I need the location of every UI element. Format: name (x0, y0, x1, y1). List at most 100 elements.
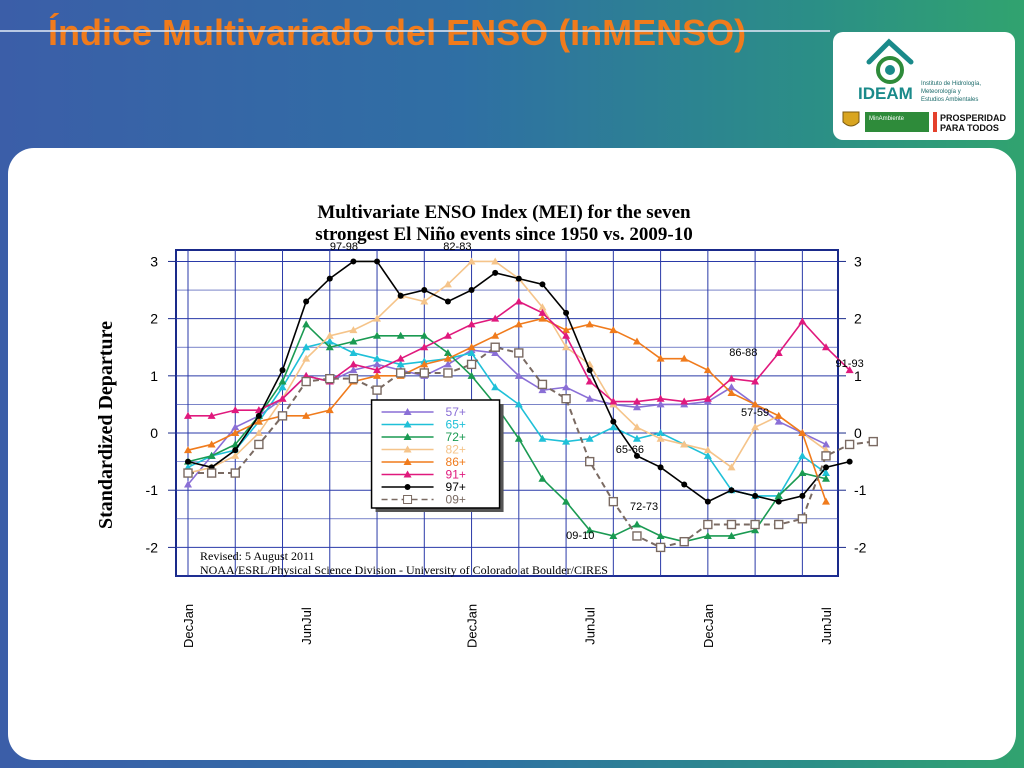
data-point-72 (349, 337, 358, 345)
data-point-97 (657, 464, 664, 471)
data-point-91 (703, 394, 712, 402)
data-point-91 (231, 406, 240, 414)
data-point-97 (421, 287, 428, 294)
data-point-65 (467, 348, 476, 356)
legend-marker (403, 420, 412, 428)
y-tick-label-right: -2 (854, 539, 867, 555)
y-tick-label-left: 0 (150, 425, 158, 441)
data-point-91 (373, 366, 382, 374)
data-point-09 (774, 519, 784, 530)
data-point-72 (302, 320, 311, 328)
data-point-86 (632, 337, 641, 345)
data-point-86 (514, 320, 523, 328)
data-point-82 (443, 280, 452, 288)
data-point-65 (632, 434, 641, 442)
data-point-91 (609, 397, 618, 405)
data-point-97 (633, 452, 640, 459)
data-point-97 (610, 418, 617, 425)
data-point-65 (798, 451, 807, 459)
data-point-86 (207, 440, 216, 448)
data-point-72 (207, 451, 216, 459)
x-tick-label: JunJul (299, 607, 314, 645)
data-point-82 (703, 446, 712, 454)
data-point-97 (846, 458, 853, 465)
data-point-72 (703, 531, 712, 539)
chart-revised-note: Revised: 5 August 2011 (200, 549, 315, 563)
data-point-09 (726, 519, 737, 530)
data-point-09 (537, 379, 548, 390)
data-point-82 (420, 297, 429, 305)
data-point-72 (609, 531, 618, 539)
title-divider (0, 30, 830, 32)
data-point-91 (680, 397, 689, 405)
annotation-86-88: 86-88 (729, 347, 757, 359)
logo-panel: IDEAM Instituto de Hidrología, Meteorolo… (833, 32, 1015, 140)
data-point-09 (632, 531, 642, 541)
data-point-91 (585, 377, 594, 385)
y-tick-label-right: 2 (854, 311, 862, 327)
data-point-91 (396, 354, 405, 362)
data-point-86 (420, 360, 429, 368)
data-point-57 (822, 440, 830, 448)
data-point-97 (350, 258, 357, 265)
legend-label-86: 86+ (446, 455, 466, 469)
data-point-91 (562, 331, 571, 339)
data-point-86 (609, 326, 618, 334)
data-point-57 (727, 383, 736, 391)
data-point-91 (656, 394, 665, 402)
y-tick-label-right: 3 (854, 253, 862, 269)
data-point-09 (868, 436, 878, 447)
data-point-72 (231, 440, 240, 448)
series-line-82 (187, 260, 827, 474)
data-point-72 (727, 531, 736, 539)
data-point-86 (325, 406, 334, 414)
data-point-72 (774, 491, 783, 499)
legend-label-09: 09+ (446, 493, 466, 507)
data-point-86 (774, 411, 783, 419)
data-point-65 (703, 451, 712, 459)
data-point-09 (395, 368, 406, 378)
content-panel: Multivariate ENSO Index (MEI) for the se… (8, 148, 1016, 760)
data-point-86 (231, 429, 240, 437)
data-point-09 (797, 514, 808, 524)
y-tick-label-left: 3 (150, 253, 158, 269)
data-point-82 (562, 343, 571, 351)
data-point-72 (278, 377, 287, 385)
data-point-72 (822, 474, 830, 482)
x-tick-label: DecJan (701, 604, 716, 648)
data-point-91 (845, 366, 854, 374)
data-point-91 (514, 297, 523, 305)
data-point-09 (230, 468, 240, 478)
data-point-72 (751, 526, 760, 534)
data-point-09 (514, 348, 524, 358)
data-point-91 (632, 397, 641, 405)
ideam-logo: IDEAM Instituto de Hidrología, Meteorolo… (842, 38, 1007, 133)
data-point-72 (798, 469, 807, 477)
slogan-line-2: PARA TODOS (940, 123, 999, 133)
data-point-72 (562, 497, 571, 505)
data-point-65 (514, 400, 523, 408)
annotation-97-98: 97-98 (330, 241, 358, 253)
annotation-82-83: 82-83 (443, 241, 471, 253)
series-line-65 (187, 340, 827, 497)
annotation-65-66: 65-66 (616, 444, 644, 456)
data-point-72 (325, 343, 334, 351)
data-point-97 (185, 458, 191, 465)
data-point-82 (349, 326, 358, 334)
data-point-65 (585, 434, 594, 442)
series-line-86 (187, 317, 827, 502)
data-point-57 (538, 386, 547, 394)
data-point-91 (420, 343, 429, 351)
data-point-57 (443, 360, 452, 368)
legend-label-57: 57+ (446, 405, 466, 419)
data-point-97 (468, 287, 475, 294)
legend-marker (403, 470, 412, 478)
data-point-97 (397, 292, 404, 299)
data-point-86 (443, 354, 452, 362)
data-point-91 (207, 411, 216, 419)
data-point-82 (538, 303, 547, 311)
data-point-65 (373, 354, 382, 362)
ministry-name: MinAmbiente (869, 116, 905, 122)
legend-marker (403, 445, 412, 453)
slogan-line-1: PROSPERIDAD (940, 113, 1007, 123)
